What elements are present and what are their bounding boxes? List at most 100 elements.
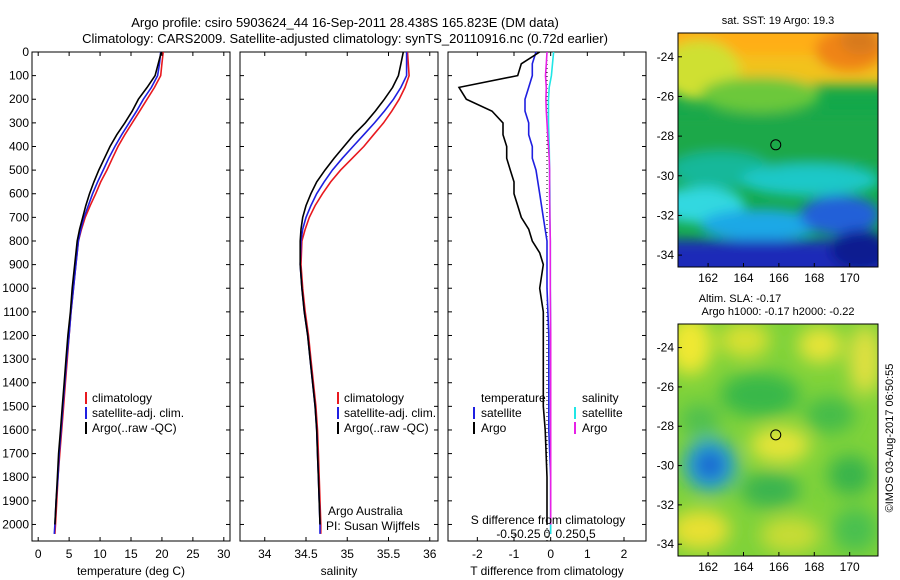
- map-x-tick-label: 166: [769, 271, 789, 285]
- x-tick-label: 10: [93, 547, 107, 561]
- map-x-tick-label: 168: [804, 271, 824, 285]
- y-tick-label: 400: [9, 139, 29, 153]
- y-tick-label: 1400: [2, 376, 29, 390]
- s-diff-tick-label: 0.5: [579, 527, 596, 541]
- x-tick-label: -2: [472, 547, 483, 561]
- legend-label-sal-satellite: satellite: [582, 406, 623, 420]
- y-tick-label: 1300: [2, 352, 29, 366]
- temperature-xlabel: temperature (deg C): [77, 564, 185, 578]
- x-tick-label: 15: [124, 547, 138, 561]
- series-line-satellite-adj-clim-: [53, 51, 162, 534]
- y-tick-label: 500: [9, 163, 29, 177]
- sst-field: [678, 33, 878, 267]
- x-tick-label: 34: [258, 547, 272, 561]
- argo-float-position-marker: [770, 139, 782, 151]
- legend-label-temp-satellite: satellite: [481, 406, 522, 420]
- map-x-tick-label: 170: [840, 271, 860, 285]
- y-tick-label: 1000: [2, 281, 29, 295]
- legend-label-sal-argo: Argo: [582, 421, 608, 435]
- legend-label-argo: Argo(..raw -QC): [92, 421, 177, 435]
- map-y-tick-label: -32: [657, 208, 675, 222]
- x-tick-label: -1: [509, 547, 520, 561]
- x-tick-label: 34.5: [294, 547, 318, 561]
- map-y-tick-label: -30: [657, 459, 675, 473]
- figure-title-line-1: Argo profile: csiro 5903624_44 16-Sep-20…: [131, 15, 559, 30]
- series-line-climatology: [300, 51, 410, 534]
- y-tick-label: 1700: [2, 447, 29, 461]
- y-tick-label: 900: [9, 258, 29, 272]
- map-x-tick-label: 164: [733, 271, 753, 285]
- sla-map-title-line-2: Argo h1000: -0.17 h2000: -0.22: [702, 306, 855, 318]
- x-tick-label: 30: [217, 547, 231, 561]
- map-y-tick-label: -24: [657, 341, 675, 355]
- difference-panel: -2 -1 0 1 2-0.5-0.25 0 0.25 0.5 T difference fr…: [447, 51, 647, 578]
- difference-legend: temperature satellite Argo salinity sate…: [473, 391, 623, 435]
- legend-label-satellite: satellite-adj. clim.: [92, 406, 184, 420]
- map-y-tick-label: -34: [657, 537, 675, 551]
- series-line-satellite-adj-clim-: [299, 52, 408, 534]
- x-tick-label: 35: [341, 547, 355, 561]
- salinity-panel: 34 34.5 35 35.5 36 salinity climatology sate…: [239, 51, 439, 578]
- map-y-tick-label: -28: [657, 129, 675, 143]
- series-line-argo-raw-qc-: [299, 51, 405, 525]
- s-diff-tick-label: 0: [544, 527, 551, 541]
- salinity-legend: climatology satellite-adj. clim. Argo(..…: [337, 391, 436, 435]
- y-tick-label: 1200: [2, 328, 29, 342]
- y-tick-label: 1100: [3, 305, 29, 319]
- y-tick-label: 1800: [2, 470, 29, 484]
- series-line-salinity-argo: [544, 51, 552, 525]
- map-y-tick-label: -28: [657, 419, 675, 433]
- sla-map-title-line-1: Altim. SLA: -0.17: [699, 293, 782, 305]
- legend-label-argo: Argo(..raw -QC): [344, 421, 429, 435]
- argo-float-position-marker: [770, 429, 782, 441]
- map-y-tick-label: -26: [657, 380, 675, 394]
- y-tick-label: 1500: [2, 399, 29, 413]
- map-x-tick-label: 162: [698, 271, 718, 285]
- y-tick-label: 800: [9, 234, 29, 248]
- legend-label-temp-argo: Argo: [481, 421, 507, 435]
- legend-header-salinity: salinity: [582, 391, 619, 405]
- institution-annotation: Argo Australia: [328, 504, 403, 518]
- legend-header-temperature: temperature: [481, 391, 546, 405]
- x-tick-label: 35.5: [377, 547, 401, 561]
- salinity-xlabel: salinity: [321, 564, 358, 578]
- x-tick-label: 20: [155, 547, 169, 561]
- difference-xlabel-top: S difference from climatology: [471, 513, 626, 527]
- map-y-tick-label: -32: [657, 498, 675, 512]
- copyright-side-label: ©IMOS 03-Aug-2017 06:50:55: [884, 364, 896, 513]
- figure-title-line-2: Climatology: CARS2009. Satellite-adjuste…: [82, 31, 608, 46]
- series-line-temperature-argo: [457, 51, 548, 525]
- sla-map-panel: Altim. SLA: -0.17 Argo h1000: -0.17 h200…: [657, 293, 879, 574]
- sst-map-frame: [677, 32, 879, 268]
- y-tick-label: 100: [9, 69, 29, 83]
- map-x-tick-label: 164: [733, 560, 753, 574]
- salinity-axes-frame: [239, 51, 439, 542]
- map-y-tick-label: -26: [657, 89, 675, 103]
- difference-xlabel: T difference from climatology: [470, 564, 624, 578]
- series-line-temperature-satellite: [524, 51, 552, 534]
- x-tick-label: 36: [423, 547, 437, 561]
- y-tick-label: 600: [9, 187, 29, 201]
- temperature-panel: 0 5 10 15 20 25 300100200300400500600700800900…: [2, 45, 231, 578]
- s-diff-tick-label: -0.5: [496, 527, 517, 541]
- map-y-tick-label: -30: [657, 169, 675, 183]
- y-tick-label: 300: [9, 116, 29, 130]
- sst-map-title: sat. SST: 19 Argo: 19.3: [722, 15, 835, 27]
- legend-label-satellite: satellite-adj. clim.: [344, 406, 436, 420]
- map-x-tick-label: 166: [769, 560, 789, 574]
- map-x-tick-label: 170: [840, 560, 860, 574]
- s-diff-tick-label: 0.25: [555, 527, 579, 541]
- x-tick-label: 25: [186, 547, 200, 561]
- temperature-legend: climatology satellite-adj. clim. Argo(..…: [85, 391, 184, 435]
- x-tick-label: 0: [547, 547, 554, 561]
- sla-map-frame: [677, 323, 879, 557]
- sst-map-panel: sat. SST: 19 Argo: 19.3 162 164 166 1: [657, 15, 879, 285]
- legend-label-climatology: climatology: [344, 391, 404, 405]
- y-tick-label: 1900: [2, 494, 29, 508]
- x-tick-label: 5: [66, 547, 73, 561]
- y-tick-label: 0: [22, 45, 29, 59]
- y-tick-label: 2000: [2, 517, 29, 531]
- s-diff-tick-label: -0.25: [513, 527, 541, 541]
- x-tick-label: 2: [621, 547, 628, 561]
- map-x-tick-label: 162: [698, 560, 718, 574]
